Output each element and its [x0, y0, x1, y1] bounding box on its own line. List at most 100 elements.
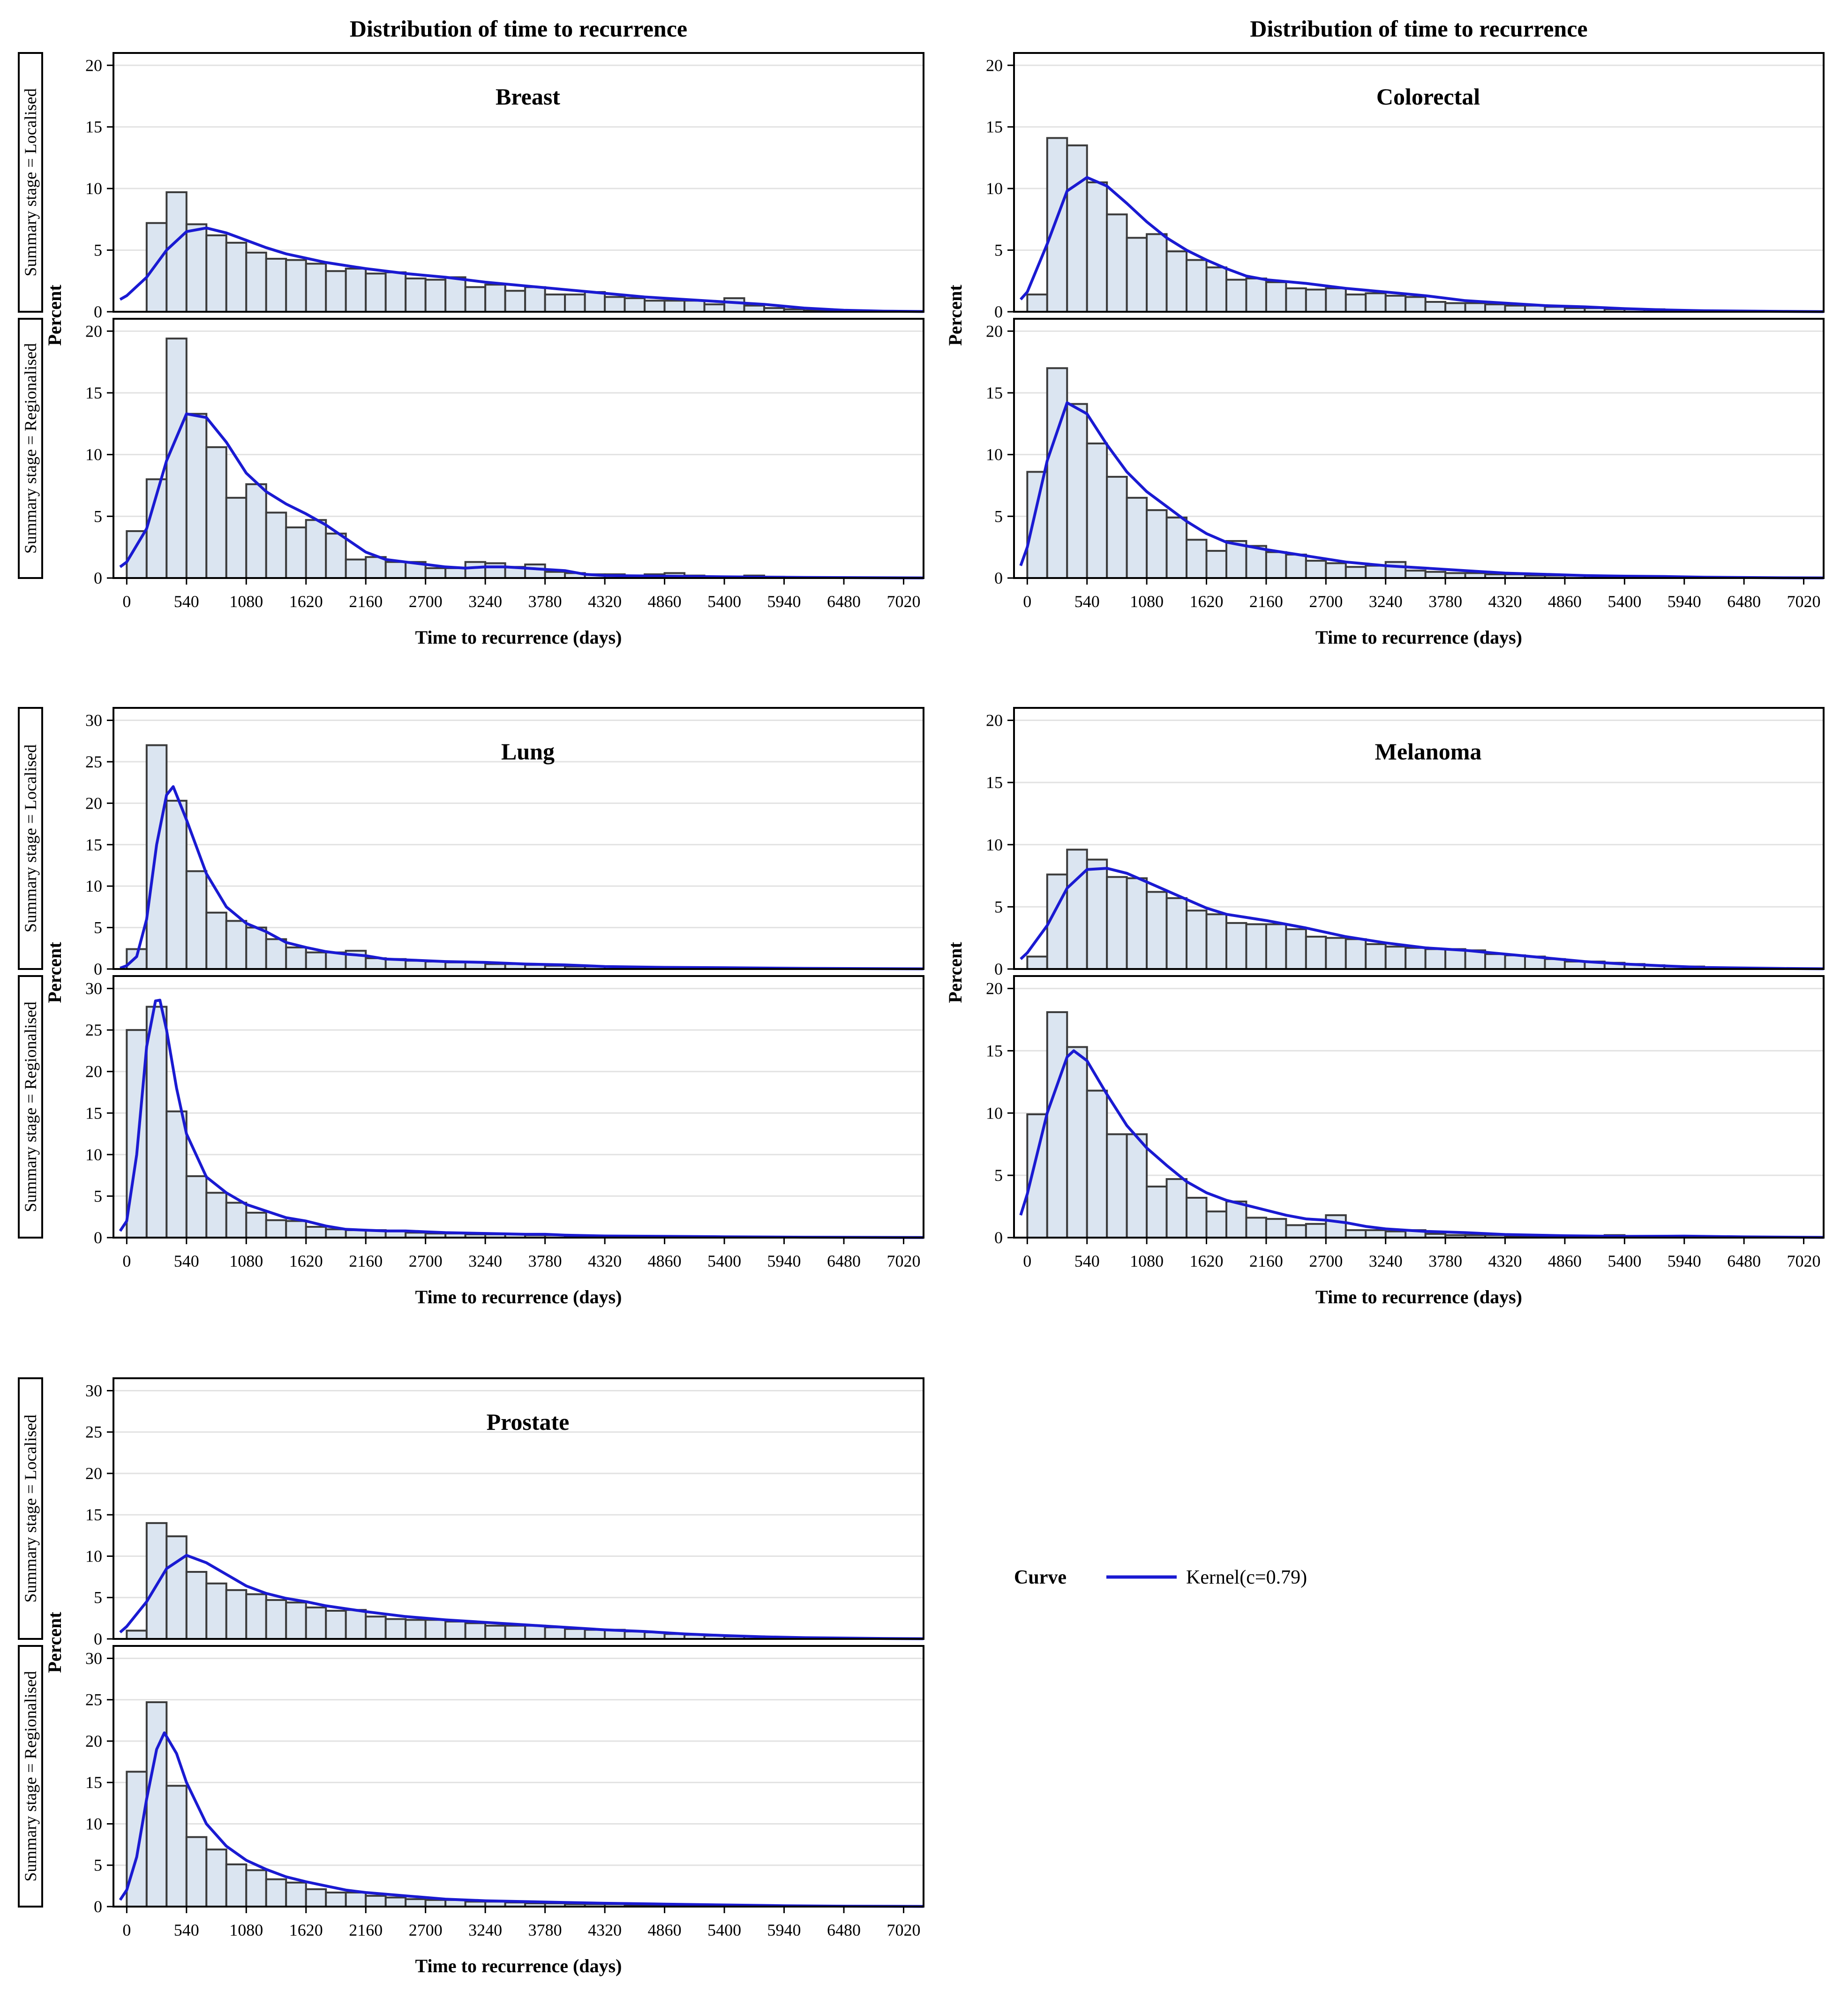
panel-localised: 0 5 10 15 20 25 30 Summary stage = Localised Lun…: [18, 707, 924, 978]
x-axis-label: Time to recurrence (days): [1315, 1286, 1522, 1307]
histogram-bar: [1325, 1214, 1347, 1239]
y-tick-label: 10: [85, 179, 102, 198]
histogram-bar: [444, 567, 466, 579]
histogram-bar: [1345, 293, 1367, 313]
kde-curve: [119, 226, 924, 313]
histogram-bar: [1384, 294, 1407, 313]
histogram-bar: [145, 744, 168, 970]
histogram-bar: [1345, 938, 1367, 970]
y-tick-label: 30: [85, 1381, 102, 1400]
y-axis-label: Percent: [44, 942, 65, 1003]
y-tick-label: 15: [85, 1773, 102, 1792]
x-axis-label: Time to recurrence (days): [415, 627, 622, 648]
x-tick-label: 4860: [1548, 592, 1582, 611]
histogram-bar: [424, 1899, 447, 1908]
histogram-bar: [384, 1618, 407, 1640]
x-tick-label: 2160: [349, 592, 383, 611]
x-tick-label: 3780: [528, 592, 562, 611]
histogram-bar: [1305, 936, 1327, 970]
histogram-bar: [305, 1225, 327, 1239]
x-tick-label: 1080: [1130, 592, 1164, 611]
histogram-bar: [1186, 1196, 1208, 1239]
histogram-bar: [185, 1571, 208, 1640]
histogram-bar: [205, 234, 227, 313]
y-tick-label: 15: [85, 835, 102, 854]
panel-frame: [113, 975, 924, 1239]
x-tick-label: 5940: [1668, 1252, 1701, 1270]
y-tick-label: 5: [994, 1166, 1003, 1185]
x-tick-label: 2160: [349, 1921, 383, 1939]
histogram-bar: [464, 286, 487, 313]
y-tick-label: 20: [85, 1464, 102, 1483]
histogram-bar: [245, 1593, 267, 1640]
x-tick-label: 540: [174, 592, 199, 611]
histogram-bar: [1086, 858, 1108, 970]
histogram-bar: [1325, 937, 1347, 970]
histogram-bar: [126, 1771, 148, 1908]
histogram-bar: [145, 222, 168, 313]
histogram-bar: [1146, 891, 1168, 970]
histogram-bar: [1285, 928, 1307, 970]
x-axis-label: Time to recurrence (days): [415, 1286, 622, 1307]
histogram-bar: [703, 303, 726, 313]
y-tick-label: 15: [986, 1041, 1003, 1060]
y-tick-label: 20: [85, 1062, 102, 1081]
strip-label: Summary stage = Regionalised: [21, 1001, 40, 1212]
histogram-bar: [1325, 287, 1347, 313]
y-tick-label: 0: [94, 302, 102, 321]
histogram-bar: [1265, 1218, 1287, 1239]
y-tick-label: 20: [85, 794, 102, 812]
histogram-bar: [484, 284, 506, 313]
kde-curve: [1020, 867, 1824, 970]
panel-title: Prostate: [487, 1409, 570, 1435]
histogram-bar: [1026, 293, 1048, 313]
histogram-bar: [1106, 213, 1128, 313]
histogram-bar: [1026, 1113, 1048, 1239]
histogram-bar: [1205, 550, 1227, 579]
x-tick-label: 5400: [707, 592, 741, 611]
x-tick-label: 4860: [648, 1921, 682, 1939]
histogram-bar: [1165, 516, 1188, 579]
histogram-bar: [484, 1624, 506, 1640]
histogram-bar: [165, 338, 188, 579]
histogram-bar: [1384, 946, 1407, 970]
x-tick-label: 5940: [1668, 592, 1701, 611]
y-tick-label: 20: [986, 979, 1003, 998]
histogram-bar: [1186, 259, 1208, 313]
histogram-bar: [165, 191, 188, 313]
x-tick-label: 3780: [1428, 592, 1462, 611]
y-tick-label: 5: [94, 241, 102, 260]
y-tick-label: 0: [94, 569, 102, 587]
histogram-bar: [1285, 553, 1307, 579]
histogram-bar: [305, 1606, 327, 1640]
histogram-bar: [1225, 278, 1247, 313]
histogram-bar: [444, 276, 466, 313]
panel-regionalised: 0 5 10 15 20 Summary stage = Regionalised: [18, 318, 924, 587]
histogram-bar: [185, 1175, 208, 1239]
histogram-bar: [1424, 948, 1447, 970]
histogram-bar: [1165, 1178, 1188, 1239]
x-tick-label: 0: [122, 592, 131, 611]
strip-box: [18, 1645, 43, 1908]
y-tick-label: 10: [85, 1145, 102, 1164]
y-tick-label: 0: [994, 960, 1003, 978]
panel-frame: [113, 1645, 924, 1908]
kde-curve: [1019, 1049, 1824, 1239]
x-tick-label: 4860: [648, 1252, 682, 1270]
chart-prostate: 0 5 10 15 20 25 30 Summary stage = Localised Pro…: [18, 1377, 924, 1976]
y-tick-label: 15: [986, 773, 1003, 792]
y-tick-label: 5: [994, 241, 1003, 260]
histogram-bar: [1245, 1217, 1267, 1239]
histogram-bar: [1444, 302, 1466, 313]
histogram-bar: [1464, 302, 1487, 313]
histogram-bar: [305, 263, 327, 313]
histogram-bar: [1504, 954, 1526, 970]
y-tick-label: 10: [85, 1814, 102, 1833]
y-tick-label: 15: [85, 118, 102, 136]
histogram-bar: [265, 511, 287, 579]
histogram-bar: [1046, 367, 1068, 579]
histogram-bar: [504, 290, 526, 313]
x-tick-label: 6480: [1727, 592, 1761, 611]
histogram-bar: [1444, 948, 1466, 970]
